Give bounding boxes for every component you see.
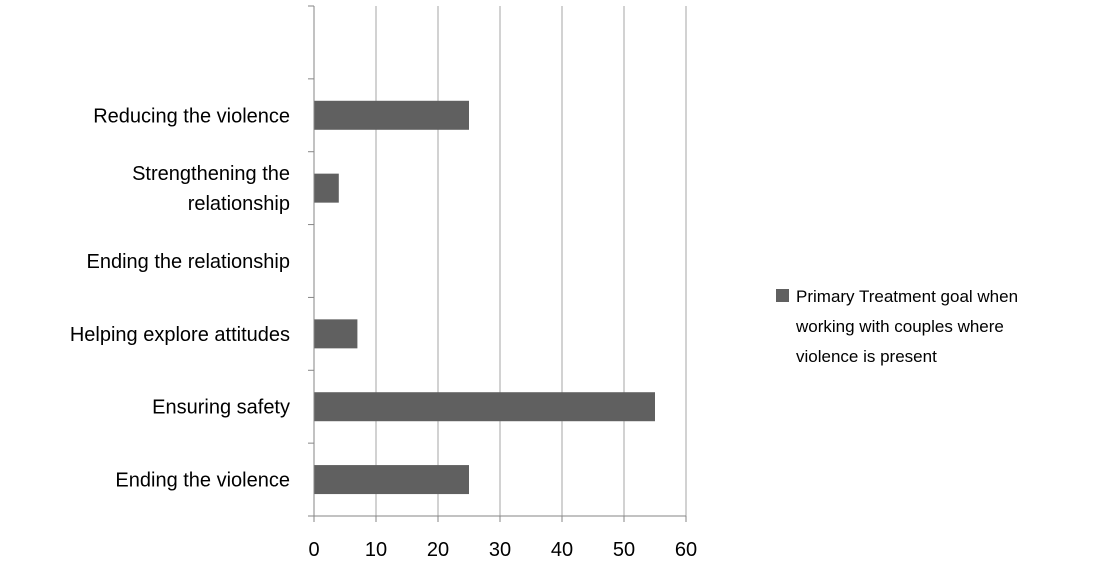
category-label-line: Helping explore attitudes bbox=[70, 324, 290, 346]
legend-label-line-2: working with couples where bbox=[795, 317, 1004, 336]
x-tick-label: 30 bbox=[489, 539, 511, 561]
bar bbox=[314, 319, 358, 349]
category-label-line: Ending the violence bbox=[115, 470, 290, 492]
axes bbox=[308, 5, 687, 522]
category-label: Reducing the violence bbox=[93, 105, 290, 127]
category-label-line: Ensuring safety bbox=[152, 397, 290, 419]
tick-labels: 0 10 20 30 40 50 60 bbox=[308, 539, 697, 561]
x-tick-label: 10 bbox=[365, 539, 387, 561]
legend-label-line-1: Primary Treatment goal when bbox=[796, 287, 1018, 306]
bar bbox=[314, 173, 339, 203]
category-label: Ensuring safety bbox=[152, 397, 290, 419]
bar bbox=[314, 465, 469, 495]
category-label-line: Strengthening the bbox=[132, 163, 290, 185]
bar bbox=[314, 100, 469, 130]
category-label: Ending the relationship bbox=[87, 251, 290, 273]
legend-label-line-3: violence is present bbox=[796, 347, 937, 366]
bars bbox=[314, 100, 655, 495]
category-label-line: relationship bbox=[188, 193, 290, 215]
category-label-line: Reducing the violence bbox=[93, 105, 290, 127]
bar bbox=[314, 392, 655, 422]
x-tick-label: 40 bbox=[551, 539, 573, 561]
gridlines bbox=[375, 6, 687, 516]
category-labels: Ending the violence Ensuring safety Helpin… bbox=[70, 105, 290, 491]
x-tick-label: 50 bbox=[613, 539, 635, 561]
category-label-line: Ending the relationship bbox=[87, 251, 290, 273]
category-label: Strengthening the relationship bbox=[132, 163, 290, 215]
legend-label: Primary Treatment goal when working with… bbox=[795, 287, 1023, 366]
category-label: Ending the violence bbox=[115, 470, 290, 492]
category-label: Helping explore attitudes bbox=[70, 324, 290, 346]
x-tick-label: 20 bbox=[427, 539, 449, 561]
x-tick-label: 60 bbox=[675, 539, 697, 561]
legend-swatch bbox=[776, 289, 789, 302]
legend: Primary Treatment goal when working with… bbox=[776, 287, 1023, 366]
x-tick-label: 0 bbox=[308, 539, 319, 561]
